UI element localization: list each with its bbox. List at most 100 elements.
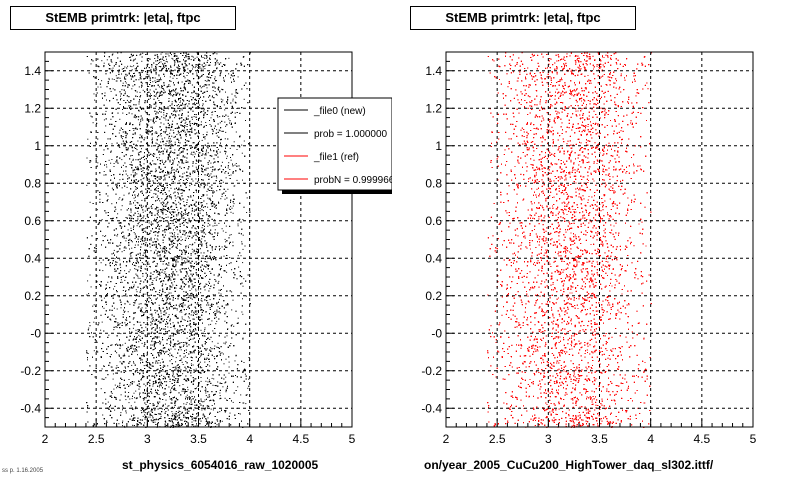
data-point bbox=[130, 155, 132, 157]
data-point bbox=[155, 95, 157, 97]
data-point bbox=[170, 80, 172, 82]
data-point bbox=[174, 149, 176, 151]
data-point bbox=[191, 421, 193, 423]
data-point bbox=[195, 329, 197, 331]
data-point bbox=[214, 91, 216, 92]
data-point bbox=[160, 129, 162, 131]
data-point bbox=[156, 406, 157, 408]
data-point bbox=[120, 333, 122, 335]
data-point bbox=[171, 179, 173, 181]
data-point bbox=[175, 221, 176, 223]
data-point bbox=[113, 79, 115, 80]
data-point bbox=[197, 93, 199, 94]
data-point bbox=[171, 57, 173, 59]
data-point bbox=[152, 127, 153, 129]
data-point bbox=[164, 319, 165, 321]
data-point bbox=[143, 399, 145, 401]
data-point bbox=[225, 241, 227, 243]
data-point bbox=[189, 336, 191, 337]
data-point bbox=[214, 345, 216, 347]
data-point bbox=[89, 322, 91, 324]
data-point bbox=[156, 293, 158, 295]
data-point bbox=[166, 318, 168, 320]
data-point bbox=[217, 148, 219, 150]
data-point bbox=[118, 354, 120, 356]
data-point bbox=[184, 253, 186, 255]
data-point bbox=[145, 268, 147, 270]
data-point bbox=[203, 230, 205, 232]
data-point bbox=[205, 151, 207, 153]
data-point bbox=[200, 299, 202, 301]
data-point bbox=[170, 327, 172, 328]
data-point bbox=[136, 173, 138, 175]
data-point bbox=[228, 118, 230, 120]
data-point bbox=[170, 212, 171, 214]
data-point bbox=[139, 73, 141, 75]
data-point bbox=[218, 201, 219, 203]
data-point bbox=[171, 140, 172, 142]
data-point bbox=[175, 307, 176, 309]
data-point bbox=[224, 238, 226, 240]
data-point bbox=[130, 217, 132, 219]
data-point bbox=[209, 288, 211, 290]
data-point bbox=[124, 342, 126, 344]
data-point bbox=[203, 125, 205, 127]
data-point bbox=[208, 358, 209, 360]
data-point bbox=[157, 136, 159, 138]
data-point bbox=[114, 384, 116, 386]
data-point bbox=[220, 179, 222, 181]
data-point bbox=[143, 411, 145, 413]
data-point bbox=[186, 259, 188, 261]
data-point bbox=[190, 254, 192, 256]
data-point bbox=[160, 87, 162, 89]
data-point bbox=[180, 212, 182, 214]
data-point bbox=[112, 88, 114, 90]
data-point bbox=[166, 381, 168, 383]
data-point bbox=[116, 343, 118, 345]
data-point bbox=[184, 328, 186, 330]
data-point bbox=[90, 115, 92, 117]
data-point bbox=[115, 263, 117, 265]
data-point bbox=[154, 241, 156, 243]
data-point bbox=[131, 257, 133, 259]
data-point bbox=[229, 257, 231, 259]
data-point bbox=[213, 86, 215, 88]
data-point bbox=[134, 68, 136, 70]
data-point bbox=[164, 132, 166, 134]
data-point bbox=[154, 80, 156, 82]
data-point bbox=[194, 425, 196, 427]
left-chart-title: StEMB primtrk: |eta|, ftpc bbox=[10, 6, 236, 30]
data-point bbox=[183, 86, 185, 88]
data-point bbox=[198, 277, 200, 279]
data-point bbox=[124, 279, 126, 281]
data-point bbox=[201, 367, 203, 369]
data-point bbox=[151, 223, 153, 225]
data-point bbox=[220, 72, 222, 74]
data-point bbox=[133, 302, 135, 303]
data-point bbox=[152, 283, 154, 285]
data-point bbox=[200, 87, 202, 89]
data-point bbox=[117, 250, 119, 252]
data-point bbox=[190, 314, 192, 316]
data-point bbox=[162, 209, 164, 211]
data-point bbox=[133, 284, 135, 286]
data-point bbox=[218, 310, 220, 312]
data-point bbox=[174, 152, 176, 154]
data-point bbox=[196, 346, 198, 348]
data-point bbox=[165, 326, 166, 327]
data-point bbox=[196, 316, 198, 318]
data-point bbox=[151, 341, 153, 343]
data-point bbox=[140, 218, 142, 220]
data-point bbox=[234, 185, 236, 187]
data-point bbox=[226, 271, 228, 273]
data-point bbox=[113, 307, 115, 309]
data-point bbox=[196, 404, 198, 406]
data-point bbox=[135, 273, 137, 275]
data-point bbox=[165, 130, 167, 132]
data-point bbox=[183, 403, 185, 405]
data-point bbox=[209, 338, 211, 340]
data-point bbox=[184, 104, 186, 106]
data-point bbox=[146, 177, 148, 179]
data-point bbox=[175, 222, 177, 223]
data-point bbox=[148, 395, 150, 397]
